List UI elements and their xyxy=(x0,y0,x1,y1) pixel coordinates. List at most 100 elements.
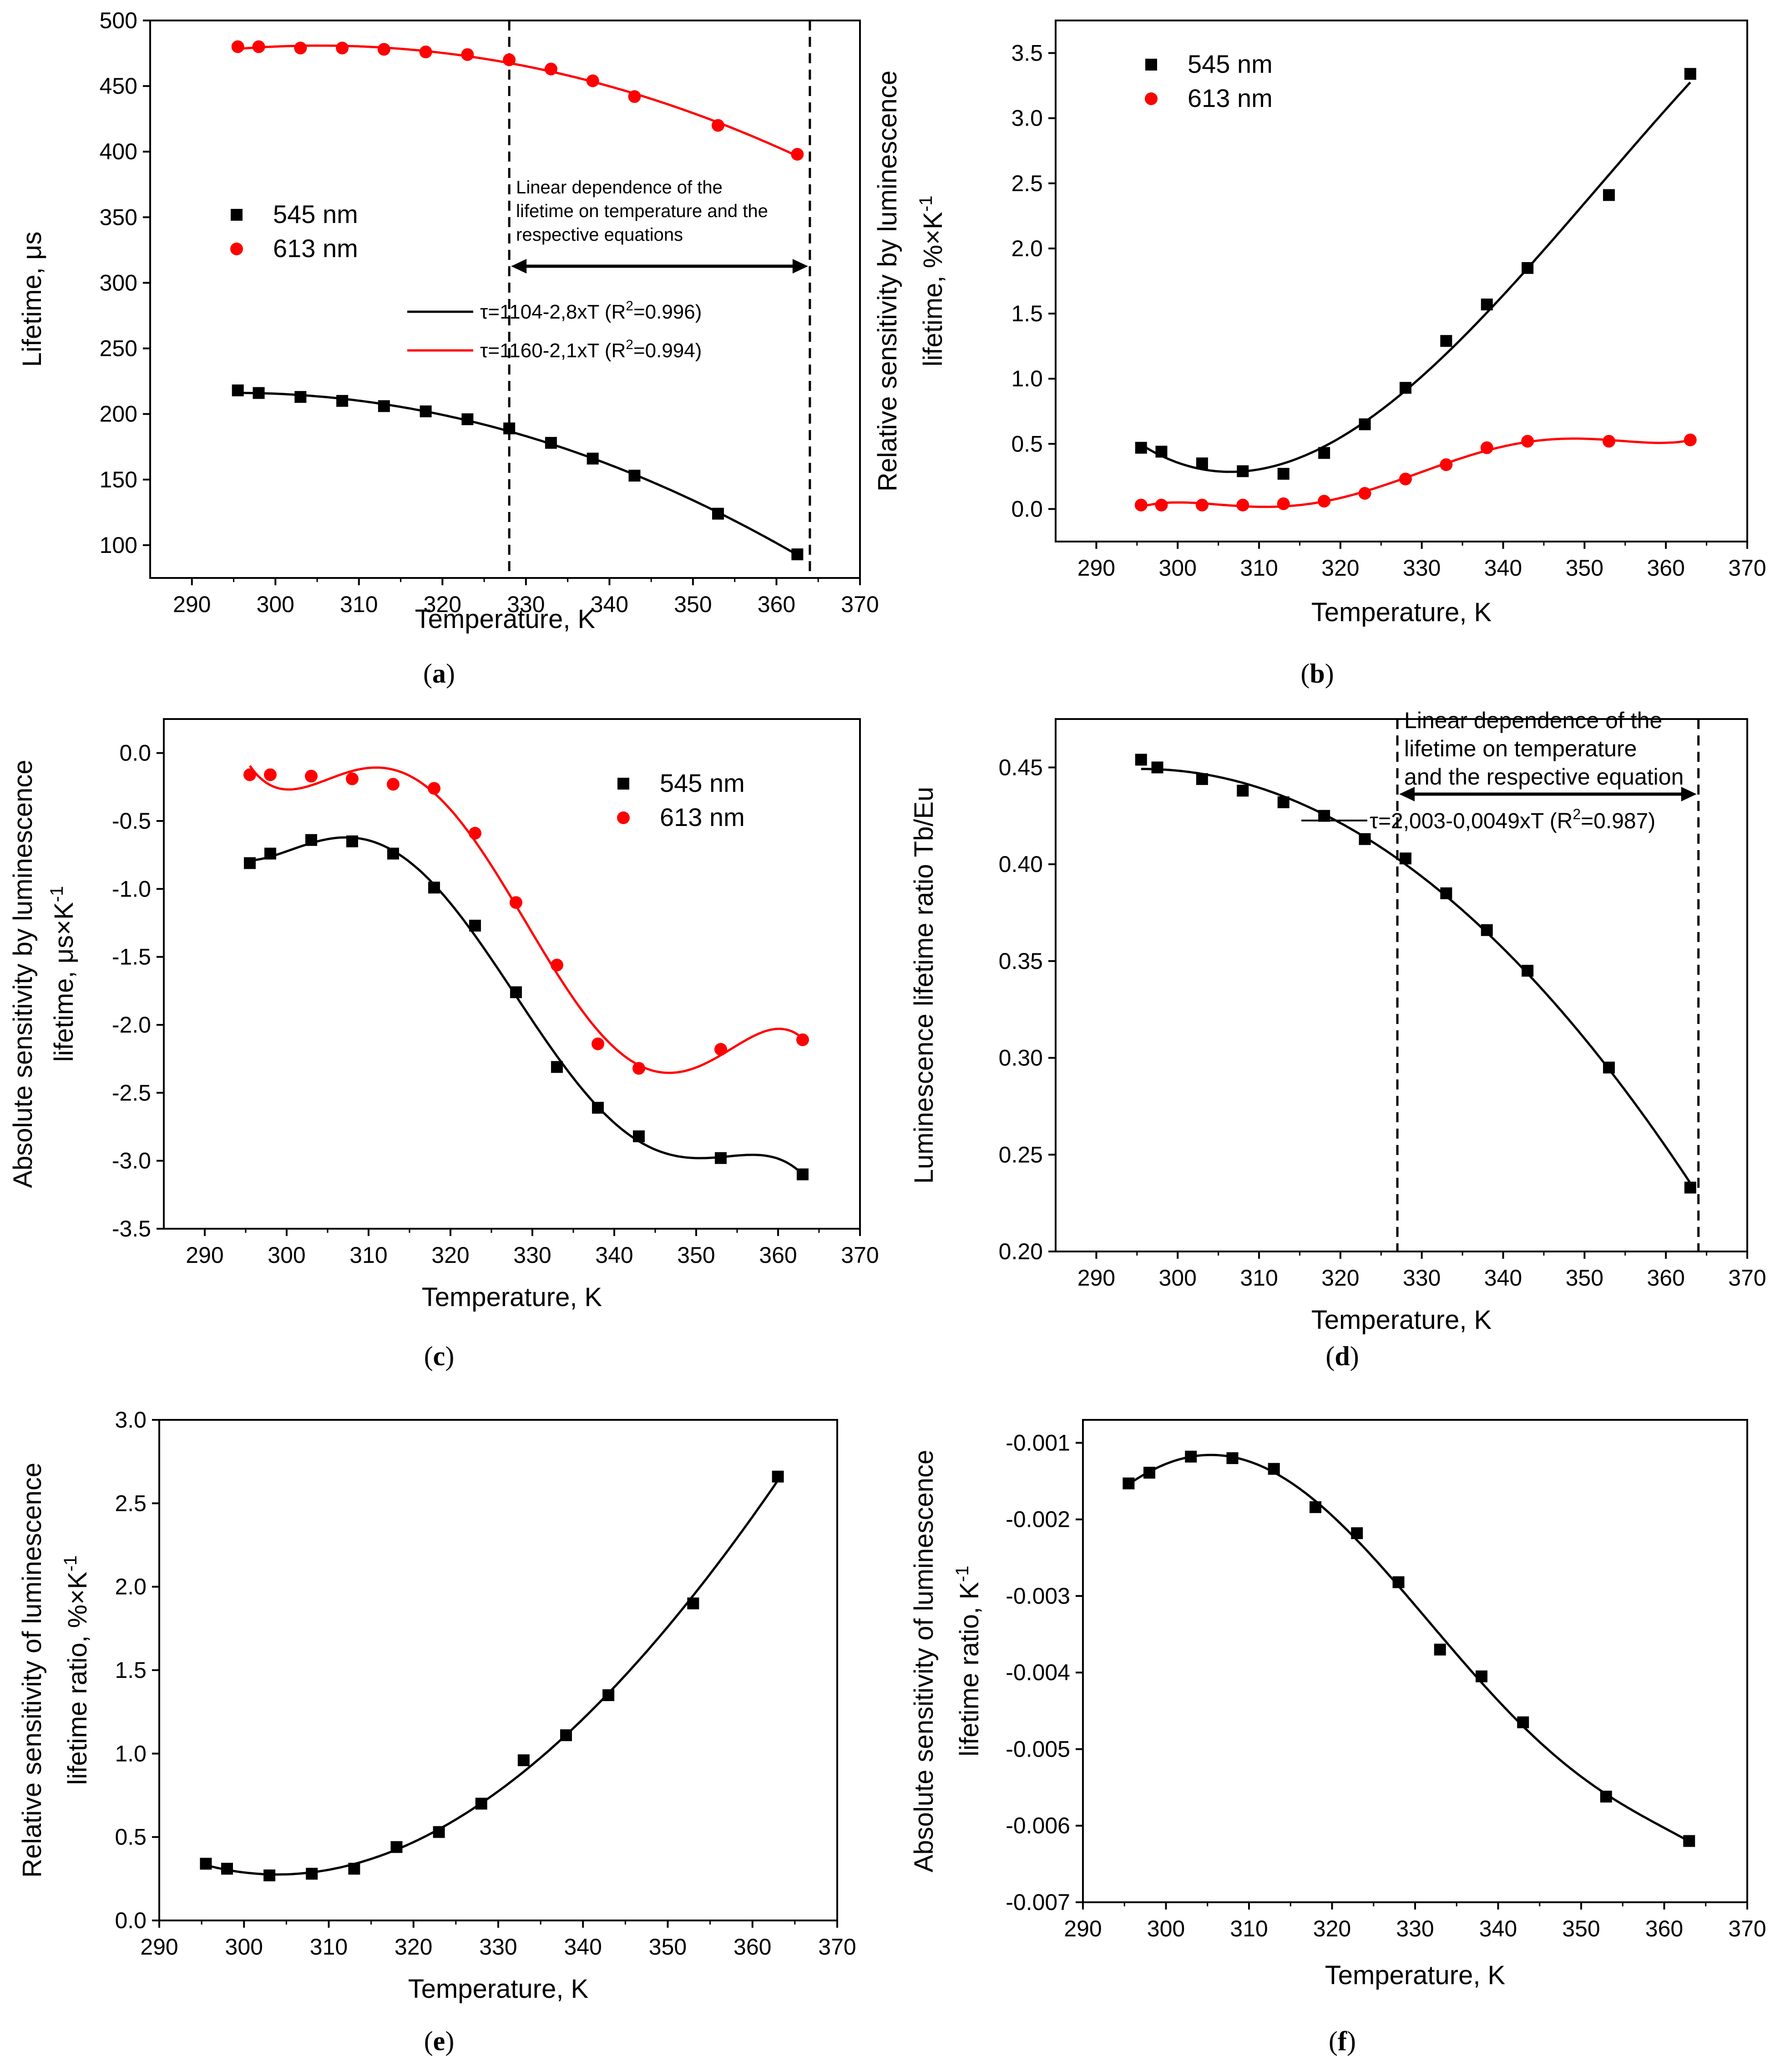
data-point xyxy=(264,768,277,781)
y-tick-label: 1.5 xyxy=(115,1657,147,1683)
fit-curve-545-nm xyxy=(249,836,804,1175)
y-axis-label-text: Absolute sensitivity by luminescence xyxy=(8,760,38,1188)
caption-paren: ) xyxy=(446,659,455,689)
y-tick-label: 3.0 xyxy=(1011,106,1043,131)
data-point xyxy=(1517,1716,1529,1728)
fit-equation-text: τ=2,003-0,0049xT (R xyxy=(1370,809,1573,833)
panel-caption: (c) xyxy=(424,1341,455,1371)
caption-paren: ( xyxy=(424,2026,433,2056)
data-point xyxy=(1195,498,1209,512)
y-axis-label-superscript: -1 xyxy=(916,196,936,212)
y-tick-label: -0.007 xyxy=(1006,1890,1070,1915)
data-point xyxy=(387,778,400,791)
data-point xyxy=(1434,1643,1446,1656)
data-point xyxy=(1268,1463,1280,1475)
y-tick-label: 3.5 xyxy=(1011,41,1043,66)
legend-marker xyxy=(230,243,243,255)
y-tick-label: -0.006 xyxy=(1006,1813,1070,1839)
x-tick-label: 340 xyxy=(1484,555,1522,581)
data-point xyxy=(346,772,359,785)
caption-letter: e xyxy=(433,2026,445,2056)
caption-paren: ( xyxy=(1325,1341,1335,1371)
x-tick-label: 320 xyxy=(431,1242,469,1268)
data-point xyxy=(1600,1790,1612,1803)
data-point xyxy=(475,1798,487,1810)
data-point xyxy=(628,90,641,103)
y-tick-label: 0.30 xyxy=(999,1045,1043,1071)
fit-curve-545-nm xyxy=(238,391,798,556)
chart-a: 290 300 310 320 330 340 350 360 370 100 150 200 250 3… xyxy=(17,8,879,689)
data-point xyxy=(551,1061,563,1073)
y-tick-label: 0.0 xyxy=(119,740,151,766)
y-tick-label: 0.45 xyxy=(999,755,1043,780)
y-tick-label: 0.0 xyxy=(1011,496,1043,522)
arrow-head-right xyxy=(792,259,808,274)
data-point xyxy=(264,847,276,860)
y-axis-label-line: lifetime, μs×K-1 xyxy=(47,886,79,1062)
data-point xyxy=(712,507,724,520)
annotation-text: Linear dependence of the xyxy=(516,177,723,198)
data-point xyxy=(294,41,307,55)
plot-frame xyxy=(149,20,861,579)
data-point xyxy=(1151,761,1163,774)
y-tick-label: -0.005 xyxy=(1006,1736,1070,1762)
caption-paren: ) xyxy=(445,2026,454,2056)
data-point xyxy=(1277,468,1290,480)
x-tick-label: 310 xyxy=(310,1934,348,1960)
data-point xyxy=(1196,773,1208,785)
x-tick-label: 320 xyxy=(1321,555,1359,581)
annotation-text: and the respective equation xyxy=(1404,764,1684,790)
panel-caption: (e) xyxy=(424,2026,455,2056)
data-point xyxy=(560,1729,572,1741)
data-point xyxy=(592,1037,604,1050)
x-tick-label: 290 xyxy=(186,1242,223,1268)
x-tick-label: 290 xyxy=(1077,555,1115,581)
x-tick-label: 330 xyxy=(513,1242,551,1268)
data-point xyxy=(1123,1477,1135,1489)
x-tick-label: 300 xyxy=(1147,1916,1185,1941)
data-point xyxy=(1684,68,1696,80)
data-point xyxy=(633,1130,645,1142)
y-axis-label-text: Absolute sensitivity of luminescence xyxy=(909,1450,939,1872)
y-tick-label: -0.001 xyxy=(1006,1430,1070,1455)
data-point xyxy=(1134,498,1148,512)
data-point xyxy=(1277,497,1290,510)
legend-label: 613 nm xyxy=(273,234,358,263)
fit-equation: τ=1104-2,8xT (R2=0.996) xyxy=(480,299,702,323)
data-point xyxy=(632,1062,645,1075)
x-axis-label: Temperature, K xyxy=(422,1282,602,1312)
fit-equation-superscript: 2 xyxy=(626,299,633,314)
y-axis-label-line: Relative sensitivity by luminescence xyxy=(873,71,902,491)
x-tick-label: 310 xyxy=(340,592,378,617)
data-point xyxy=(1481,299,1493,311)
y-tick-label: 150 xyxy=(100,467,137,492)
fit-equation-text: =0.987) xyxy=(1581,809,1655,833)
data-point xyxy=(1522,965,1534,977)
data-point xyxy=(1226,1452,1239,1464)
x-tick-label: 360 xyxy=(1647,1265,1684,1291)
data-point xyxy=(1480,441,1493,454)
data-point xyxy=(1684,433,1697,446)
y-axis-label-line: Absolute sensitivity by luminescence xyxy=(8,760,38,1188)
x-tick-label: 310 xyxy=(349,1242,387,1268)
x-tick-label: 360 xyxy=(759,1242,797,1268)
x-tick-label: 320 xyxy=(394,1934,432,1960)
fit-equation-text: τ=1160-2,1xT (R xyxy=(480,339,626,362)
y-axis-label-text: lifetime ratio, K xyxy=(955,1582,984,1757)
data-point xyxy=(336,395,349,407)
caption-letter: b xyxy=(1310,659,1325,689)
panel-caption: (d) xyxy=(1325,1341,1359,1371)
data-point xyxy=(517,1754,530,1766)
fit-equation-text: =0.994) xyxy=(633,339,702,362)
data-point xyxy=(1237,785,1249,797)
data-point xyxy=(1237,465,1249,477)
y-tick-label: -1.5 xyxy=(112,944,151,970)
fit-curve-ratio xyxy=(1128,1454,1690,1843)
caption-paren: ) xyxy=(1347,2026,1356,2056)
y-tick-label: 500 xyxy=(100,8,137,33)
chart-b: 290 300 310 320 330 340 350 360 370 0.0 0.5 1.0 1.5 2… xyxy=(873,20,1766,689)
data-point xyxy=(1440,458,1453,471)
x-axis-label: Temperature, K xyxy=(408,1974,589,2004)
data-point xyxy=(602,1689,615,1701)
data-point xyxy=(510,896,522,909)
